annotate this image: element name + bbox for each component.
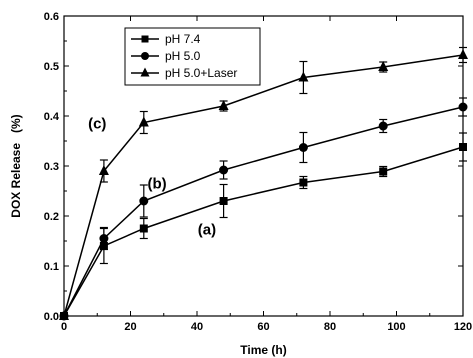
y-tick-label: 0.5: [44, 61, 59, 73]
series-3: [59, 46, 468, 320]
data-point: [458, 102, 468, 112]
x-axis-title: Time (h): [240, 343, 286, 357]
data-point: [379, 167, 388, 176]
series-line: [63, 54, 464, 317]
x-tick-label: 100: [387, 321, 405, 333]
annotations: (a) (b) (c): [88, 116, 216, 239]
data-point: [299, 178, 308, 187]
legend: pH 7.4 pH 5.0 pH 5.0+Laser: [124, 27, 261, 86]
series-line: [63, 106, 464, 317]
data-point: [219, 165, 229, 175]
data-point: [298, 143, 308, 152]
axes-group: 0 20 40 60 80 100 120 0.0 0.1 0.2 0.3 0.4 0.5 0.6 Time…: [9, 11, 472, 357]
data-point: [378, 121, 388, 131]
data-point: [99, 234, 109, 243]
legend-label: pH 5.0: [165, 49, 201, 63]
annotation-label: (c): [88, 116, 106, 133]
legend-marker: [141, 52, 149, 60]
y-tick-label: 0.4: [44, 111, 60, 123]
annotation-label: (a): [198, 222, 216, 239]
data-point: [139, 224, 148, 233]
y-tick-label: 0.0: [44, 311, 59, 323]
data-point: [458, 49, 468, 59]
data-point: [139, 196, 149, 206]
series-line: [63, 146, 464, 317]
x-tick-label: 40: [191, 321, 203, 333]
series-2: [59, 97, 468, 321]
x-tick-label: 120: [454, 321, 472, 333]
x-tick-label: 0: [61, 321, 67, 333]
data-point: [138, 116, 149, 127]
x-tick-label: 20: [124, 321, 136, 333]
data-point: [98, 165, 109, 175]
y-axis-title: DOX Release (%): [9, 114, 23, 217]
series-layer: [59, 46, 468, 321]
data-point: [218, 100, 229, 110]
data-point: [459, 143, 467, 151]
data-point: [378, 61, 389, 71]
y-tick-label: 0.3: [44, 161, 59, 173]
x-tick-label: 60: [257, 321, 269, 333]
y-tick-label: 0.6: [44, 11, 59, 23]
legend-label: pH 7.4: [165, 32, 201, 46]
data-point: [298, 71, 309, 82]
series-1: [60, 132, 467, 320]
data-point: [219, 197, 228, 205]
y-tick-label: 0.2: [44, 211, 59, 223]
y-tick-label: 0.1: [44, 261, 59, 273]
data-point: [59, 310, 69, 320]
x-tick-label: 80: [324, 321, 336, 333]
legend-marker: [141, 35, 149, 43]
annotation-label: (b): [148, 176, 167, 193]
legend-marker: [140, 67, 150, 77]
legend-label: pH 5.0+Laser: [165, 66, 237, 80]
